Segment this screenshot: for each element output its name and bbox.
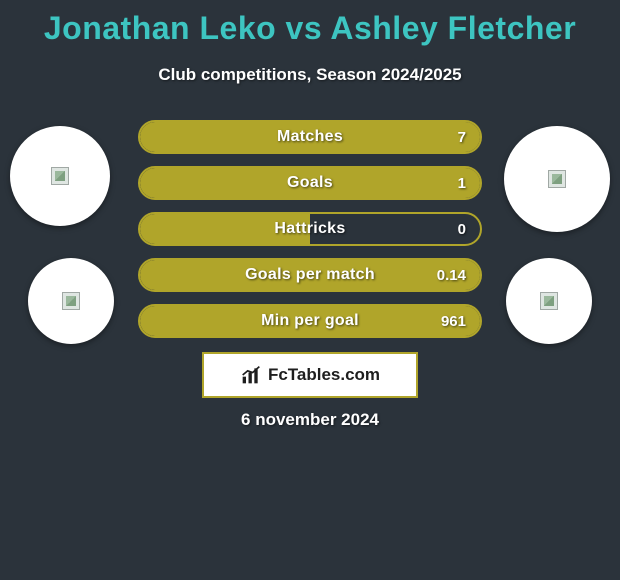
stat-bar-value: 0 (458, 214, 466, 244)
stat-bar-label: Goals (140, 168, 480, 198)
broken-image-icon (62, 292, 80, 310)
stat-bar-label: Min per goal (140, 306, 480, 336)
bars-icon (240, 365, 262, 385)
player1-name: Jonathan Leko (44, 10, 276, 46)
vs-text: vs (286, 10, 323, 46)
avatar-player2-bottom (506, 258, 592, 344)
stat-bar-goals-per-match: Goals per match 0.14 (138, 258, 482, 292)
brand-text: FcTables.com (268, 365, 380, 385)
broken-image-icon (548, 170, 566, 188)
player2-name: Ashley Fletcher (330, 10, 576, 46)
avatar-player2-top (504, 126, 610, 232)
stat-bar-value: 1 (458, 168, 466, 198)
stat-bar-label: Goals per match (140, 260, 480, 290)
stat-bar-value: 961 (441, 306, 466, 336)
stat-bar-value: 7 (458, 122, 466, 152)
brand-badge: FcTables.com (202, 352, 418, 398)
stat-bar-hattricks: Hattricks 0 (138, 212, 482, 246)
stat-bar-min-per-goal: Min per goal 961 (138, 304, 482, 338)
stat-bar-label: Matches (140, 122, 480, 152)
subtitle: Club competitions, Season 2024/2025 (0, 65, 620, 85)
broken-image-icon (51, 167, 69, 185)
date-text: 6 november 2024 (0, 410, 620, 430)
stat-bar-goals: Goals 1 (138, 166, 482, 200)
stat-bars: Matches 7 Goals 1 Hattricks 0 Goals per … (138, 120, 482, 338)
stat-bar-label: Hattricks (140, 214, 480, 244)
broken-image-icon (540, 292, 558, 310)
stat-bar-value: 0.14 (437, 260, 466, 290)
comparison-title: Jonathan Leko vs Ashley Fletcher (0, 0, 620, 47)
avatar-player1-bottom (28, 258, 114, 344)
avatar-player1-top (10, 126, 110, 226)
stat-bar-matches: Matches 7 (138, 120, 482, 154)
